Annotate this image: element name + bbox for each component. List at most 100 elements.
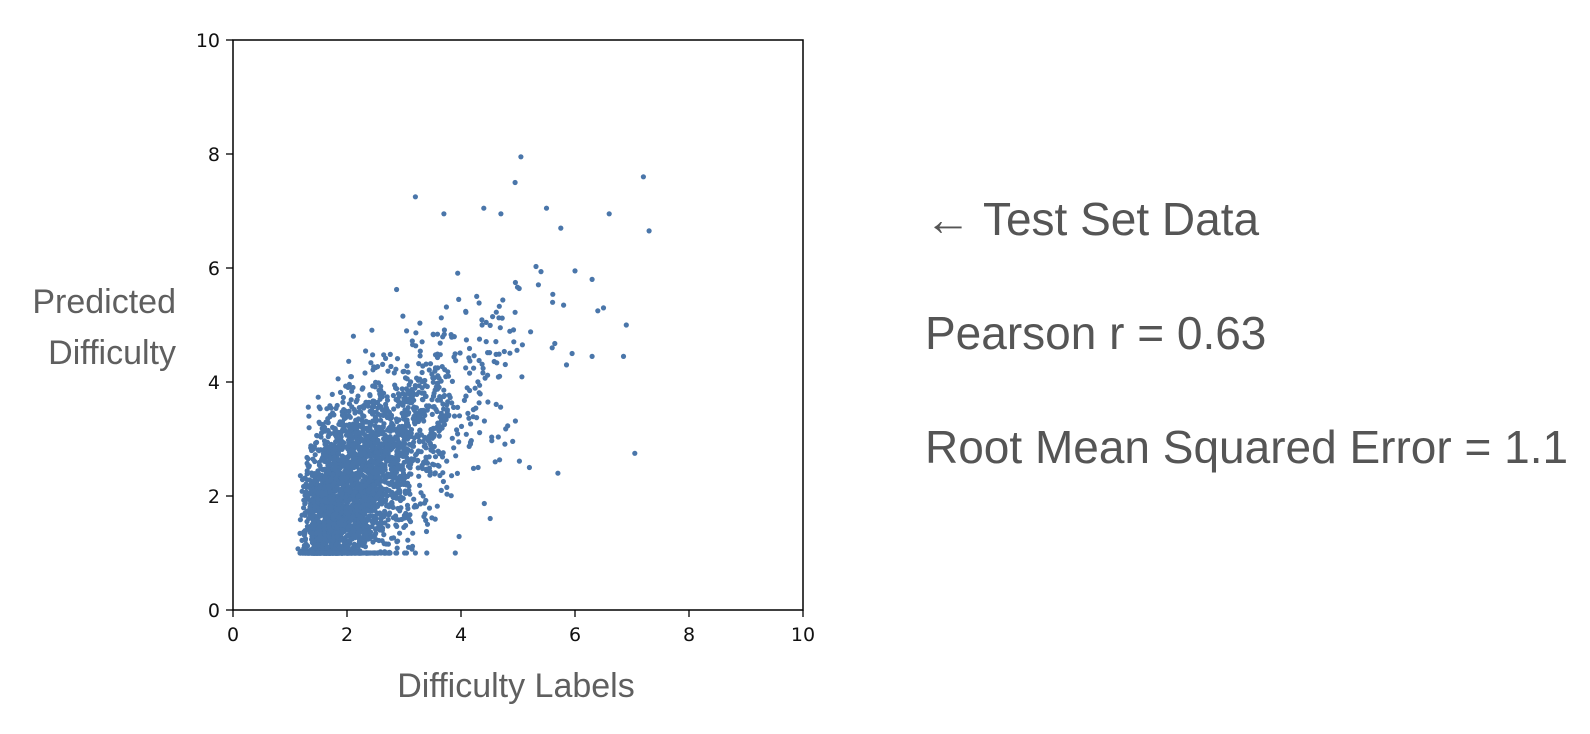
data-point <box>394 356 401 362</box>
data-point <box>301 532 307 538</box>
data-point <box>334 506 340 513</box>
data-point <box>411 496 417 502</box>
data-point <box>465 410 471 416</box>
data-point <box>376 403 383 409</box>
data-point <box>386 549 392 556</box>
data-point <box>561 302 567 308</box>
data-point <box>421 418 427 424</box>
data-point <box>363 481 369 487</box>
data-point <box>417 348 423 354</box>
data-point <box>419 379 425 385</box>
data-point <box>343 545 349 551</box>
data-point <box>439 425 445 431</box>
data-point <box>426 433 432 439</box>
data-point <box>431 443 437 450</box>
data-point <box>388 492 394 498</box>
data-point <box>344 444 350 450</box>
data-point <box>378 417 384 423</box>
data-point <box>424 407 430 413</box>
data-point <box>408 430 414 436</box>
data-point <box>322 475 329 481</box>
data-point <box>489 434 495 440</box>
data-point <box>341 470 347 476</box>
data-point <box>413 330 419 336</box>
data-point <box>403 510 409 516</box>
data-point <box>373 530 379 537</box>
data-point <box>353 422 360 428</box>
data-point <box>632 450 638 456</box>
x-axis-title: Difficulty Labels <box>397 667 635 705</box>
data-point <box>355 393 361 399</box>
data-point <box>490 314 496 320</box>
data-point <box>317 406 323 412</box>
data-point <box>312 472 318 478</box>
x-tick-label: 0 <box>227 624 239 646</box>
data-point <box>369 457 376 463</box>
data-point <box>310 525 316 531</box>
data-point <box>410 342 416 348</box>
data-point <box>435 374 441 380</box>
data-point <box>375 411 381 417</box>
data-point <box>337 446 343 452</box>
data-point <box>550 299 556 305</box>
data-point <box>623 322 629 328</box>
data-point <box>399 386 405 392</box>
data-point <box>487 515 493 522</box>
data-point <box>512 418 519 424</box>
data-point <box>335 451 341 457</box>
data-point <box>512 279 519 286</box>
data-point <box>304 454 310 461</box>
data-point <box>323 419 329 425</box>
data-point <box>401 400 407 406</box>
data-point <box>350 492 356 498</box>
data-point <box>405 447 411 453</box>
data-point <box>364 441 371 447</box>
data-point <box>453 358 459 364</box>
data-point <box>327 489 333 495</box>
data-point <box>409 543 416 549</box>
data-point <box>418 490 424 496</box>
data-point <box>589 353 595 359</box>
data-point <box>538 269 544 275</box>
data-point <box>370 436 376 442</box>
y-axis-title-line-1: Predicted <box>32 283 176 321</box>
data-point <box>302 512 308 518</box>
data-point <box>397 473 403 479</box>
data-point <box>359 437 365 443</box>
data-point <box>340 394 346 401</box>
data-point <box>388 471 394 477</box>
data-point <box>555 470 561 476</box>
data-point <box>416 439 423 445</box>
data-point <box>316 419 322 425</box>
data-point <box>386 504 392 510</box>
data-point <box>435 462 441 468</box>
data-point <box>419 462 425 468</box>
data-point <box>306 463 312 469</box>
data-point <box>375 452 381 458</box>
data-point <box>318 434 324 440</box>
data-point <box>479 361 485 367</box>
data-point <box>332 457 338 463</box>
data-point <box>454 470 460 476</box>
data-point <box>406 382 412 388</box>
data-point <box>328 496 334 502</box>
data-point <box>375 364 381 370</box>
data-point <box>297 517 303 523</box>
data-point <box>519 374 525 380</box>
data-point <box>502 361 508 368</box>
data-point <box>367 486 373 492</box>
data-point <box>424 467 430 474</box>
data-point <box>423 517 429 524</box>
data-point <box>305 404 311 410</box>
data-point <box>416 389 422 395</box>
data-point <box>363 348 369 354</box>
data-point <box>405 506 411 512</box>
data-point <box>306 527 312 533</box>
data-point <box>323 459 329 465</box>
data-point <box>385 517 391 523</box>
data-point <box>369 550 375 556</box>
data-point <box>445 369 451 375</box>
data-point <box>297 473 303 479</box>
data-point <box>387 351 393 357</box>
data-point <box>399 516 405 523</box>
